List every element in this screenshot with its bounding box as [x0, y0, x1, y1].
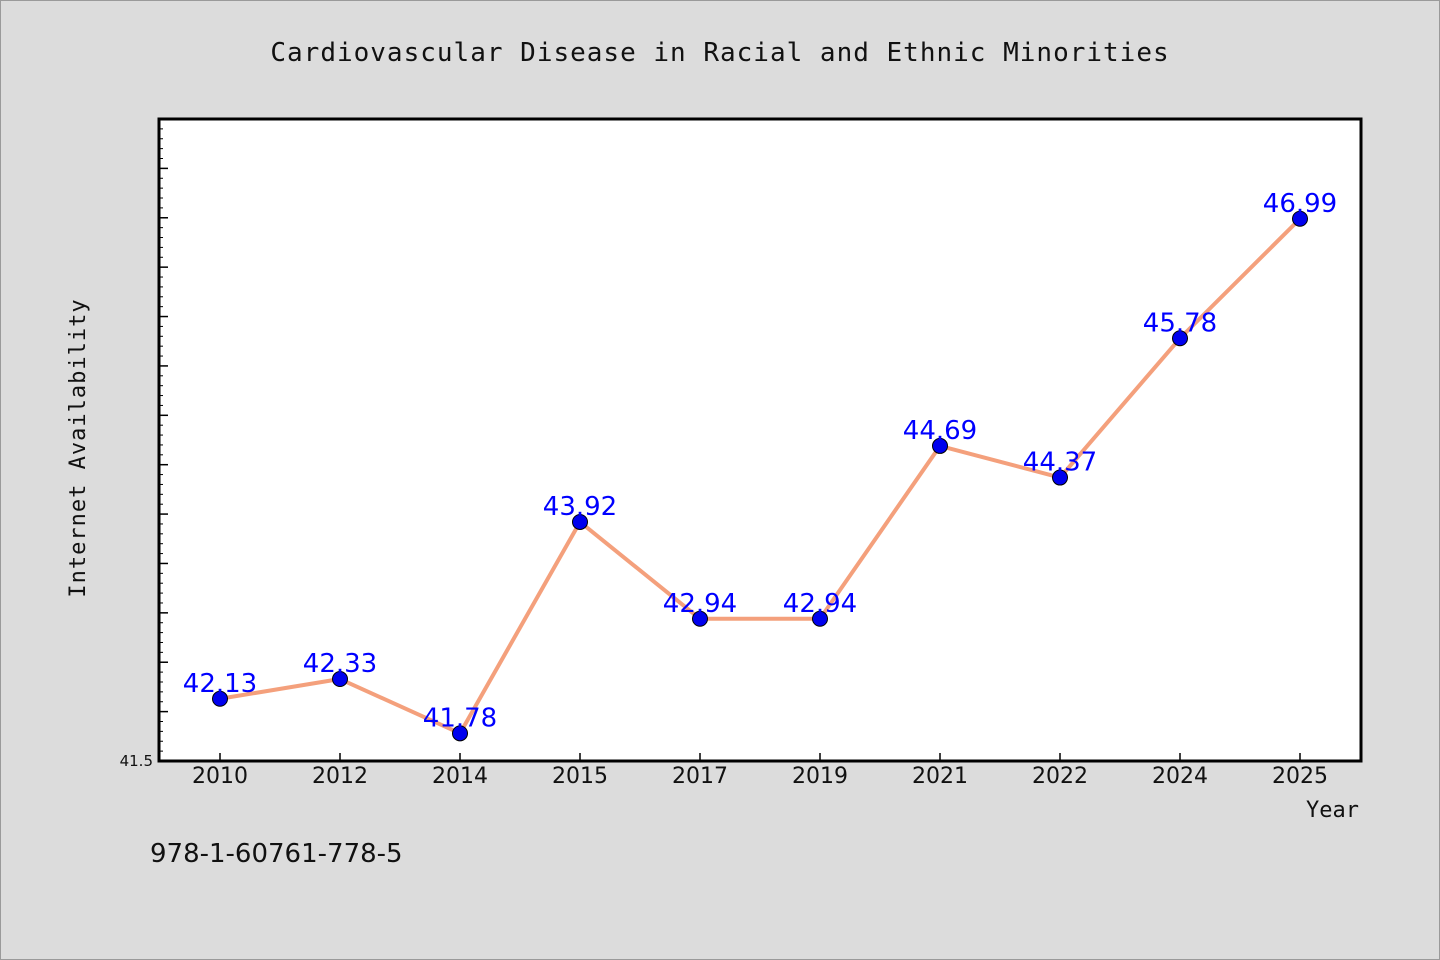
data-point: [1292, 210, 1308, 227]
data-point: [1172, 330, 1188, 347]
data-label: 41.78: [423, 703, 497, 733]
data-label: 42.13: [183, 669, 257, 699]
data-label: 45.78: [1143, 308, 1217, 338]
data-point: [932, 437, 948, 454]
x-axis-label: Year: [1306, 798, 1359, 823]
data-series: 42.13 42.33 41.78 43.92 42.94 42.94 44.69 44.37…: [183, 189, 1337, 742]
data-point: [572, 513, 588, 530]
x-tick-label: 2025: [1272, 764, 1328, 789]
y-axis-ticks: [159, 128, 168, 762]
data-label: 43.92: [543, 492, 617, 522]
data-label: 44.37: [1023, 448, 1097, 478]
x-tick-label: 2014: [432, 764, 488, 789]
x-tick-label: 2017: [672, 764, 728, 789]
data-label: 42.33: [303, 649, 377, 679]
y-axis-label: Internet Availability: [66, 298, 91, 597]
series-line: [219, 217, 1302, 736]
data-label: 44.69: [903, 416, 977, 446]
chart-title: Cardiovascular Disease in Racial and Eth…: [270, 38, 1169, 68]
data-point: [812, 610, 828, 627]
data-point: [692, 610, 708, 627]
data-label: 46.99: [1263, 189, 1337, 219]
plot-area: [157, 117, 1363, 763]
x-tick-label: 2012: [312, 764, 368, 789]
data-point: [212, 690, 228, 707]
x-tick-label: 2024: [1152, 764, 1208, 789]
data-label: 42.94: [663, 589, 737, 619]
data-label: 42.94: [783, 589, 857, 619]
x-tick-label: 2022: [1032, 764, 1088, 789]
x-tick-label: 2019: [792, 764, 848, 789]
x-tick-label: 2021: [912, 764, 968, 789]
y-tick-label: 41.5: [120, 752, 153, 770]
x-tick-label: 2015: [552, 764, 608, 789]
footer-text: 978-1-60761-778-5: [150, 839, 403, 869]
x-tick-label: 2010: [192, 764, 248, 789]
data-point: [1052, 469, 1068, 486]
x-axis-ticks: 2010 2012 2014 2015 2017 2019 2021 2022 2024 2025: [192, 753, 1328, 789]
data-point: [452, 725, 468, 742]
data-point: [332, 671, 348, 688]
